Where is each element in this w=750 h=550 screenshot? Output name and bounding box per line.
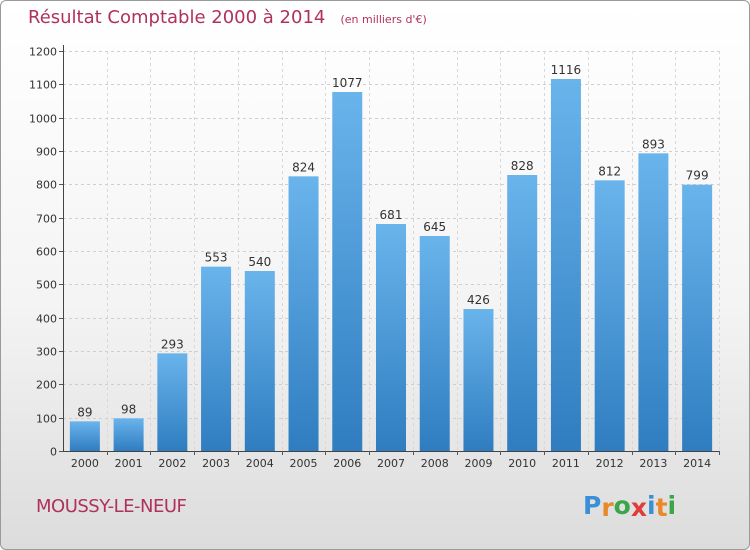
- bar: [463, 309, 494, 451]
- data-label: 540: [248, 255, 271, 269]
- x-tick-label: 2000: [71, 457, 99, 470]
- y-tick-label: 0: [50, 446, 57, 459]
- logo-letter: r: [601, 493, 614, 522]
- data-label: 98: [121, 402, 136, 416]
- bar: [419, 236, 450, 451]
- bar: [69, 421, 100, 451]
- bar: [507, 175, 538, 451]
- y-tick-label: 1100: [29, 79, 57, 92]
- x-tick-label: 2001: [115, 457, 143, 470]
- x-tick-label: 2009: [464, 457, 492, 470]
- x-tick-label: 2014: [683, 457, 711, 470]
- bar: [638, 153, 669, 452]
- bar: [682, 184, 713, 451]
- y-tick-label: 100: [36, 413, 57, 426]
- data-label: 824: [292, 160, 315, 174]
- y-tick-label: 700: [36, 213, 57, 226]
- data-label: 645: [423, 220, 446, 234]
- bar: [201, 266, 232, 451]
- logo-letter: P: [583, 491, 602, 520]
- chart-subtitle: (en milliers d'€): [340, 13, 427, 26]
- x-tick-label: 2011: [552, 457, 580, 470]
- y-tick-label: 300: [36, 346, 57, 359]
- y-tick-label: 600: [36, 246, 57, 259]
- data-label: 799: [686, 169, 709, 183]
- x-tick-label: 2013: [639, 457, 667, 470]
- x-tick-label: 2012: [596, 457, 624, 470]
- x-tick-label: 2006: [333, 457, 361, 470]
- data-labels: 89 98 293 553 540 824 1077 681 645 426 828 1116 812 8…: [77, 63, 708, 419]
- bar: [594, 180, 625, 452]
- data-label: 681: [380, 208, 403, 222]
- bar: [332, 92, 363, 451]
- bar: [376, 224, 406, 451]
- y-tick-label: 800: [36, 179, 57, 192]
- x-tick-label: 2007: [377, 457, 405, 470]
- y-tick-label: 200: [36, 379, 57, 392]
- bar: [244, 271, 275, 451]
- logo-letter: i: [647, 491, 656, 520]
- logo-letter: t: [655, 493, 668, 522]
- bar: [157, 353, 188, 451]
- bar: [550, 79, 581, 451]
- data-label: 426: [467, 293, 490, 307]
- data-label: 89: [77, 405, 92, 419]
- bars: [69, 79, 713, 452]
- data-label: 293: [161, 337, 184, 351]
- commune-name: MOUSSY-LE-NEUF: [36, 496, 187, 517]
- data-label: 553: [205, 251, 228, 265]
- logo-letter: i: [667, 491, 677, 520]
- x-tick-label: 2003: [202, 457, 230, 470]
- y-tick-label: 1000: [29, 113, 57, 126]
- bar: [288, 176, 319, 452]
- data-label: 1116: [551, 63, 582, 77]
- y-tick-label: 1200: [29, 46, 57, 59]
- x-tick-label: 2005: [290, 457, 318, 470]
- axes: 0 100 200 300 400 500 600 700 800 900 1000 1100 1200…: [29, 45, 720, 470]
- y-tick-label: 500: [36, 279, 57, 292]
- chart-title: Résultat Comptable 2000 à 2014: [28, 7, 326, 28]
- title-block: Résultat Comptable 2000 à 2014 (en milli…: [28, 7, 427, 28]
- y-tick-label: 400: [36, 313, 57, 326]
- proxiti-logo: Proxiti: [583, 491, 677, 522]
- data-label: 812: [598, 164, 621, 178]
- y-tick-label: 900: [36, 146, 57, 159]
- logo-letter: x: [630, 493, 647, 522]
- x-tick-label: 2002: [158, 457, 186, 470]
- x-tick-label: 2008: [421, 457, 449, 470]
- bar: [113, 418, 144, 451]
- data-label: 893: [642, 137, 665, 151]
- data-label: 1077: [332, 76, 363, 90]
- x-tick-label: 2004: [246, 457, 274, 470]
- data-label: 828: [511, 159, 534, 173]
- logo-letter: o: [613, 491, 631, 520]
- x-tick-label: 2010: [508, 457, 536, 470]
